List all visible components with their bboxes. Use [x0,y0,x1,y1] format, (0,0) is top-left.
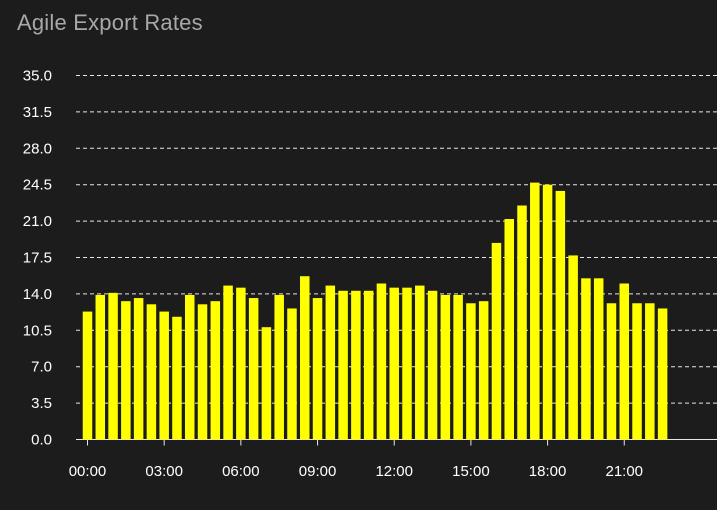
bar[interactable] [466,303,476,440]
bar[interactable] [376,283,387,440]
bar[interactable] [184,294,195,440]
bar[interactable] [568,255,578,440]
y-tick-label: 14.0 [23,286,52,303]
bar[interactable] [453,294,463,440]
y-tick-label: 17.5 [23,250,52,267]
bar[interactable] [402,287,412,440]
bar[interactable] [530,182,540,440]
y-tick-label: 3.5 [31,395,52,412]
bar[interactable] [82,311,93,440]
bar[interactable] [415,285,425,440]
bar[interactable] [261,327,272,440]
x-tick-label: 21:00 [605,463,643,480]
bar[interactable] [108,292,118,440]
y-tick-label: 31.5 [23,104,52,121]
bar[interactable] [223,285,233,440]
y-tick-label: 21.0 [23,213,52,230]
card-title: Agile Export Rates [17,10,203,35]
bar[interactable] [121,301,131,440]
bar[interactable] [645,303,655,440]
bar[interactable] [657,308,668,440]
y-tick-label: 28.0 [23,140,52,157]
bar[interactable] [325,285,336,440]
bar[interactable] [427,290,438,440]
x-tick-label: 09:00 [299,463,337,480]
axis-layer: 0.0 3.5 7.0 10.5 14.0 17.5 21.0 24.5 28.0 31.5 35.… [23,68,643,481]
bar[interactable] [159,311,169,440]
bar[interactable] [236,287,246,440]
bar[interactable] [133,298,144,440]
bar[interactable] [363,290,374,440]
y-tick-label: 24.5 [23,177,52,194]
bar[interactable] [146,304,157,440]
x-tick-label: 00:00 [69,463,107,480]
x-tick-label: 03:00 [145,463,183,480]
bar[interactable] [197,304,208,440]
bar[interactable] [440,294,451,440]
bar[interactable] [287,308,297,440]
y-tick-label: 10.5 [23,322,52,339]
bar[interactable] [210,301,221,440]
y-tick-label: 7.0 [31,359,52,376]
bar[interactable] [491,242,502,440]
bar[interactable] [517,205,527,440]
bar[interactable] [274,294,284,440]
bar-layer [82,182,668,440]
x-tick-label: 06:00 [222,463,260,480]
bar[interactable] [389,287,399,440]
bar[interactable] [172,316,182,440]
bar[interactable] [555,190,566,440]
bar[interactable] [542,184,553,440]
bar[interactable] [593,278,604,440]
y-tick-label: 35.0 [23,68,52,85]
bar[interactable] [619,283,630,440]
bar[interactable] [338,290,348,440]
bar[interactable] [504,219,514,440]
bar[interactable] [581,278,591,440]
bar[interactable] [95,294,106,440]
x-tick-label: 12:00 [375,463,413,480]
bar[interactable] [300,276,310,440]
x-tick-label: 15:00 [452,463,490,480]
bar[interactable] [478,301,489,440]
bar[interactable] [606,303,617,440]
y-tick-label: 0.0 [31,432,52,449]
bar[interactable] [351,290,361,440]
x-tick-label: 18:00 [529,463,567,480]
bar[interactable] [312,298,323,440]
bar[interactable] [632,303,642,440]
bar[interactable] [248,298,259,440]
